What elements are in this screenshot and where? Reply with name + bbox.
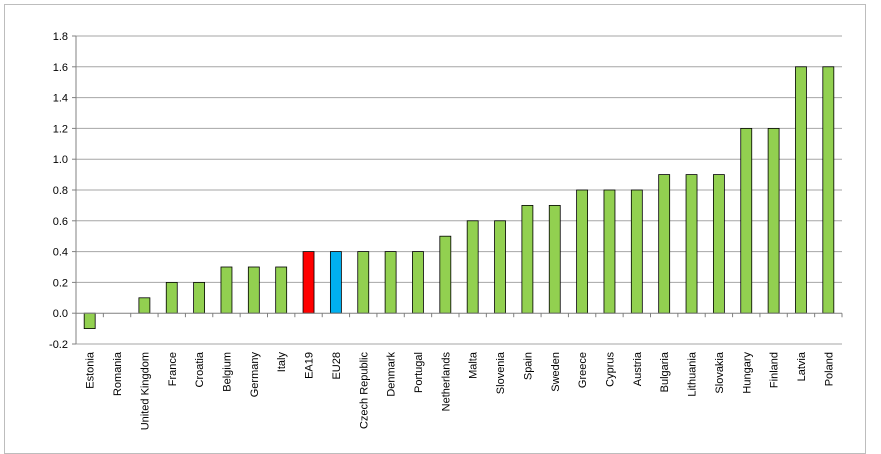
x-tick-label: Sweden [550,352,562,392]
x-tick-label: Belgium [221,352,233,392]
bar-eu28 [329,251,342,314]
bar-bulgaria [658,174,671,314]
bars [83,66,835,330]
bar-poland [822,66,835,314]
y-tick-label: 0.8 [53,185,68,197]
bar-belgium [220,266,233,314]
x-tick-label: Estonia [85,351,97,389]
x-tick-label: Croatia [194,351,206,387]
bar-estonia [83,312,96,330]
y-tick-label: 1.2 [53,123,68,135]
axes [75,36,843,344]
bar-cyprus [603,189,616,314]
bar-lithuania [685,174,698,314]
x-tick-label: EU28 [331,352,343,380]
x-tick-label: Malta [468,351,480,379]
y-tick-label: 1.6 [53,62,68,74]
bar-sweden [548,204,561,314]
y-tick-label: 0.0 [53,308,68,320]
bar-united-kingdom [138,297,151,314]
bar-slovakia [712,174,725,314]
x-tick-label: Slovakia [714,351,726,393]
bar-slovenia [494,220,506,314]
bar-croatia [193,281,206,314]
bar-ea19 [302,251,315,314]
bar-netherlands [439,235,452,314]
x-tick-label: Czech Republic [358,352,370,430]
bar-czech-republic [357,251,370,314]
bar-malta [466,220,479,314]
bar-germany [247,266,260,314]
x-tick-label: Slovenia [495,351,507,394]
bar-greece [576,189,589,314]
y-tick-label: 1.0 [53,154,68,166]
x-tick-label: Spain [522,352,534,380]
x-tick-label: Romania [112,351,124,396]
x-tick-label: Bulgaria [659,351,671,392]
x-tick-label: Austria [632,351,644,386]
y-tick-label: -0.2 [49,339,68,351]
x-tick-label: Italy [276,352,288,373]
y-tick-label: 1.8 [53,31,68,43]
bar-chart: -0.2 0.0 0.2 0.4 0.6 0.8 1.0 1.2 1.4 1.6 1.8 Eston… [49,31,843,430]
x-tick-label: Latvia [796,351,808,381]
x-tick-label: United Kingdom [139,352,151,430]
bar-france [165,281,178,314]
bar-austria [630,189,643,314]
bar-finland [767,127,780,314]
bar-spain [521,204,534,314]
bar-latvia [795,66,807,314]
gridlines [76,35,842,345]
x-tick-label: Hungary [741,352,753,394]
y-tick-label: 0.4 [53,247,68,259]
x-tick-label: Denmark [386,352,398,397]
y-tick-label: 0.2 [53,277,68,289]
x-tick-label: Lithuania [687,351,699,397]
x-tick-label: EA19 [304,352,316,379]
bar-italy [275,266,288,314]
x-tick-label: Portugal [413,352,425,393]
y-tick-label: 1.4 [53,93,68,105]
x-tick-label: Poland [823,352,835,386]
x-tick-label: Greece [577,352,589,388]
x-tick-label: Germany [249,352,261,398]
x-tick-label: France [167,352,179,386]
bar-portugal [412,251,424,314]
x-tick-label: Cyprus [604,352,616,387]
x-tick-label: Finland [769,352,781,388]
x-tick-label: Netherlands [440,352,452,412]
bar-denmark [384,251,397,314]
y-tick-label: 0.6 [53,216,68,228]
x-axis-labels: Estonia Romania United Kingdom France Croati… [85,351,836,430]
y-axis-ticks: -0.2 0.0 0.2 0.4 0.6 0.8 1.0 1.2 1.4 1.6 1.8 [49,31,76,351]
bar-hungary [740,127,753,314]
